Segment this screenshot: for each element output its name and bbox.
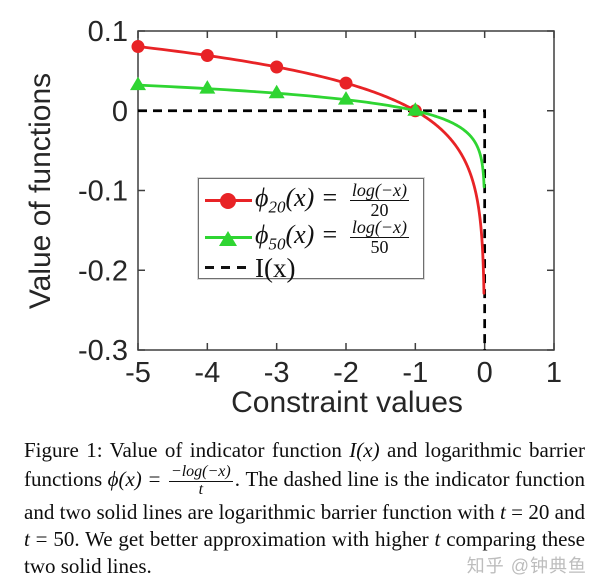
phi50-marker [338, 91, 354, 105]
x-tick-label: -1 [402, 357, 428, 389]
caption-text: = 50. We get better approximation with h… [29, 526, 435, 551]
phi50-marker [268, 84, 285, 99]
figure-1-chart: -5 -4 -3 -2 -1 0 1 -0.3 -0.2 -0.1 0 0.1 Value of fu… [24, 16, 562, 419]
caption-math-t: t [24, 526, 30, 551]
caption-math-t: t [500, 499, 506, 524]
legend-label-phi20: ϕ20(x) = log(−x) 20 [255, 180, 409, 220]
phi20-marker [270, 60, 284, 74]
caption-fraction: −log(−x) t [168, 463, 233, 498]
indicator-dashed-line [138, 109, 487, 350]
dashed-line-icon [205, 266, 250, 270]
legend-fraction: log(−x) 20 [349, 180, 409, 220]
legend-label-indicator: I(x) [255, 252, 296, 283]
legend-item-phi20: ϕ20(x) = log(−x) 20 [205, 180, 419, 220]
phi50-marker [407, 102, 424, 116]
caption-math-phi: ϕ(x) = [107, 466, 167, 491]
phi20-marker [200, 48, 214, 62]
red-line-circle-marker-icon [205, 192, 252, 210]
phi50-curve [136, 83, 486, 189]
x-tick-label: -3 [264, 357, 290, 389]
x-tick-label: -5 [125, 357, 151, 389]
legend-item-indicator: I(x) [205, 253, 419, 283]
caption-math-Ix: I(x) [349, 438, 380, 462]
caption-text: comparing these two solid lines. [24, 526, 585, 578]
plot-area: -5 -4 -3 -2 -1 0 1 -0.3 -0.2 -0.1 0 0.1 [78, 16, 562, 389]
caption-text: Figure 1: Value of indicator function [24, 438, 350, 462]
y-tick-label: 0 [112, 96, 128, 128]
phi20-curve [136, 45, 486, 295]
caption-text: = 20 and [505, 499, 585, 524]
caption-text: . The dashed line is the indicator funct… [24, 466, 585, 524]
legend-label-phi50: ϕ50(x) = log(−x) 50 [255, 217, 409, 257]
phi20-marker [131, 40, 145, 54]
dashed-line-sample-icon [205, 266, 252, 270]
x-tick-label: 1 [546, 357, 562, 389]
zhihu-watermark: 知乎 @钟典鱼 [466, 555, 587, 576]
y-tick-label: -0.2 [78, 255, 128, 287]
caption-math-t: t [434, 526, 441, 551]
y-tick-label: -0.1 [78, 176, 128, 208]
circle-marker-icon [220, 192, 236, 209]
caption-text: and logarithmic barrier functions [24, 438, 585, 491]
phi20-marker [339, 76, 353, 90]
legend-item-phi50: ϕ50(x) = log(−x) 50 [205, 217, 419, 257]
x-tick-label: -4 [194, 357, 220, 389]
y-tick-label: 0.1 [88, 16, 128, 48]
x-axis-label: Constraint values [231, 386, 463, 419]
y-axis-label: Value of functions [24, 72, 57, 310]
phi50-marker [199, 80, 216, 94]
figure-caption: Figure 1: Value of indicator function I(… [24, 437, 587, 580]
green-line-triangle-marker-icon [205, 229, 252, 247]
legend-fraction: log(−x) 50 [349, 217, 409, 257]
triangle-marker-icon [219, 230, 237, 246]
x-tick-label: 0 [477, 357, 493, 389]
x-tick-label: -2 [333, 357, 359, 389]
phi50-marker [130, 76, 146, 91]
legend: ϕ20(x) = log(−x) 20 ϕ50(x) = log(−x) 50 I(… [198, 178, 424, 283]
y-tick-label: -0.3 [78, 335, 128, 367]
